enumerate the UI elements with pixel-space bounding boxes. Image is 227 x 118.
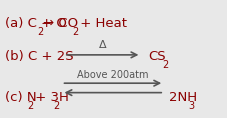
Text: + 3H: + 3H (31, 91, 69, 104)
Text: Above 200atm: Above 200atm (77, 70, 148, 80)
Text: 2: 2 (162, 60, 168, 70)
Text: Δ: Δ (98, 40, 106, 50)
Text: 2: 2 (37, 27, 43, 37)
Text: (b) C + 2S: (b) C + 2S (5, 50, 73, 63)
Text: (a) C + O: (a) C + O (5, 17, 66, 30)
Text: + Heat: + Heat (75, 17, 126, 30)
Text: 2: 2 (27, 101, 33, 111)
Text: 2: 2 (53, 101, 59, 111)
Text: CS: CS (148, 50, 165, 63)
Text: 2NH: 2NH (168, 91, 196, 104)
Text: → CO: → CO (43, 17, 78, 30)
Text: 3: 3 (188, 101, 194, 111)
Text: 2: 2 (72, 27, 78, 37)
Text: (c) N: (c) N (5, 91, 36, 104)
